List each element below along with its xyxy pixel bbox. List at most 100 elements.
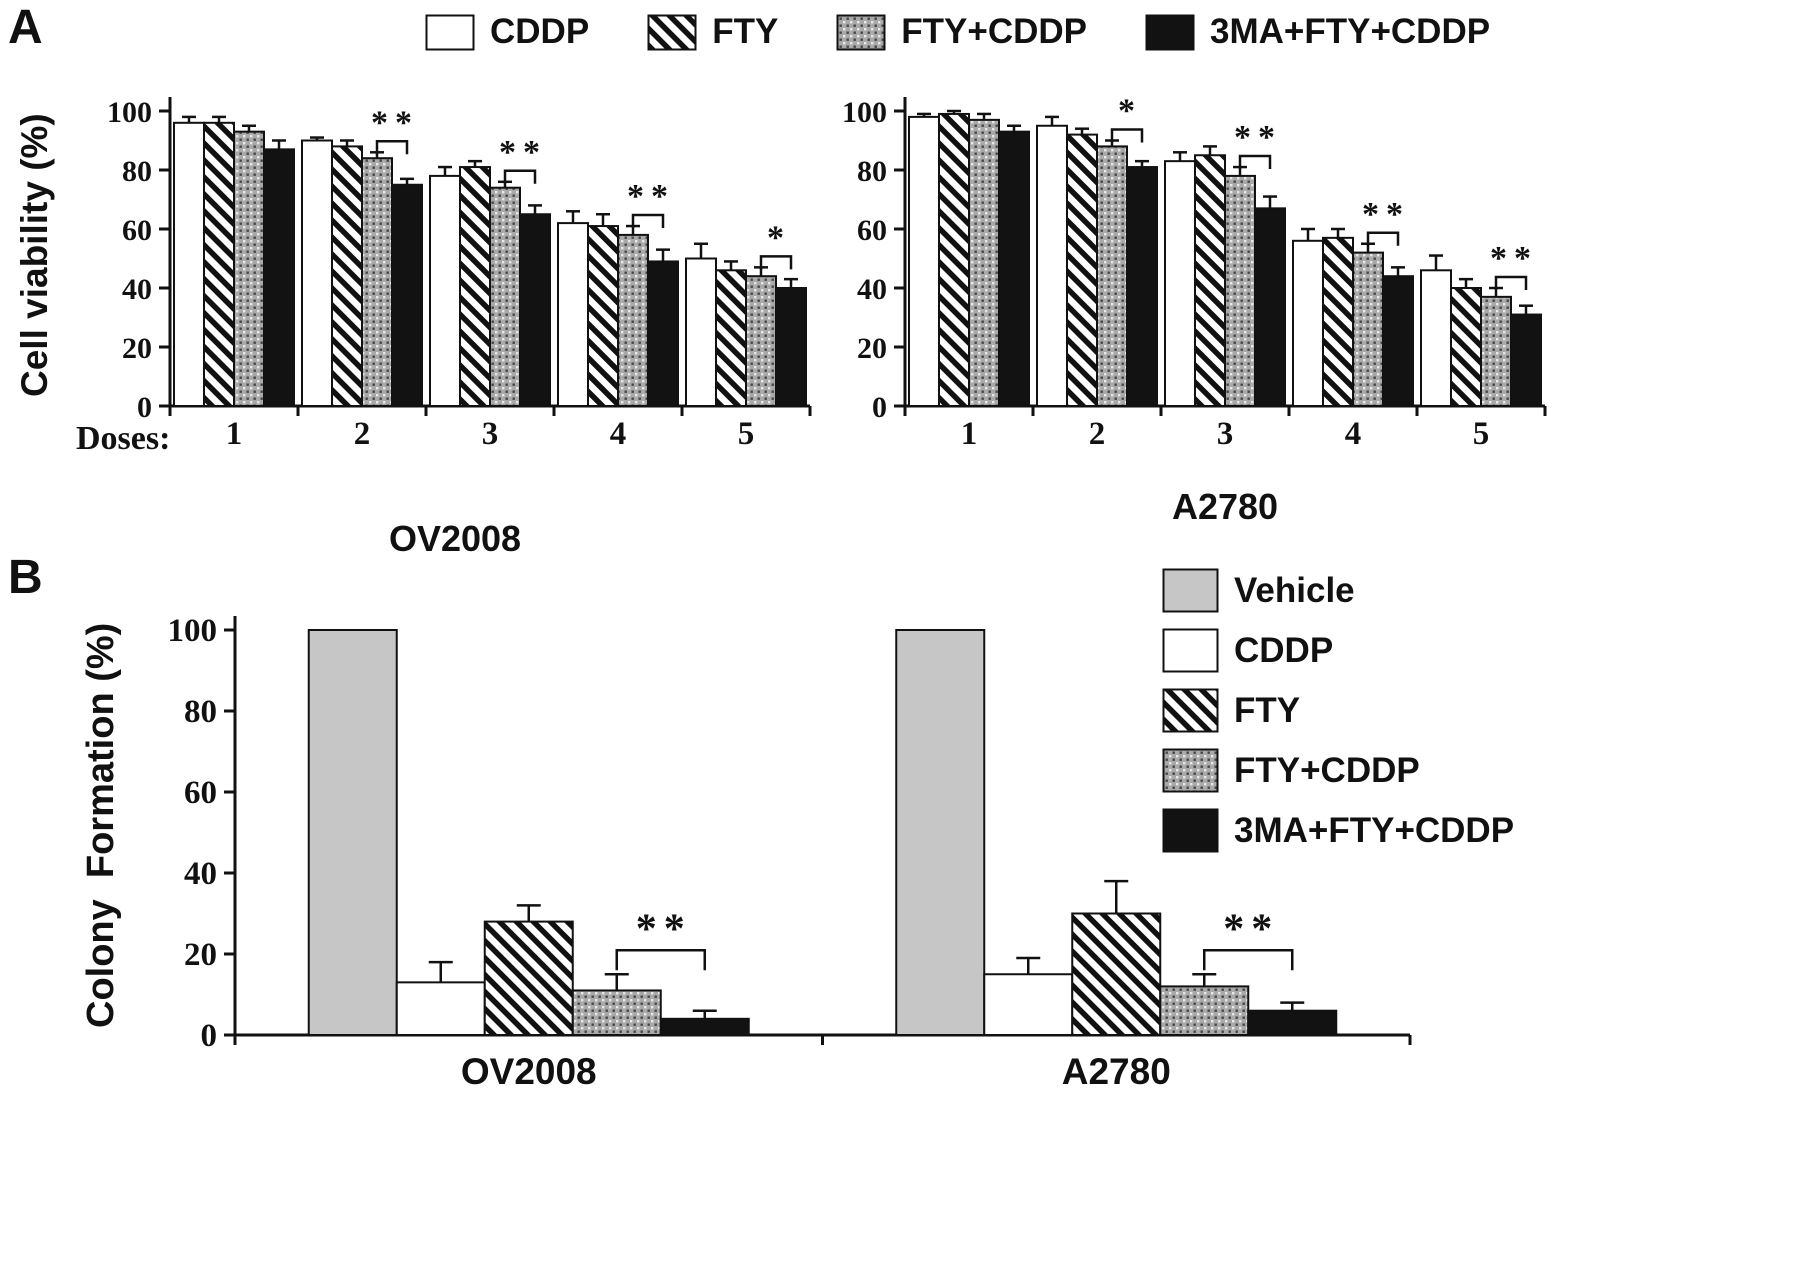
y-tick-label: 40: [857, 273, 887, 306]
bar-fty-a2780: [1071, 912, 1162, 1036]
bar-fty-cddp-4: [1352, 251, 1384, 407]
stripes-swatch-icon: [1162, 688, 1219, 733]
bar-cddp-3: [1164, 160, 1196, 408]
x-category-label: 4: [1345, 416, 1362, 452]
bar-3ma-fty-cddp-4: [1382, 275, 1414, 407]
bar-3ma-fty-cddp-2: [1126, 166, 1158, 407]
legend-label: CDDP: [490, 12, 590, 51]
bar-fty-cddp-4: [617, 233, 649, 407]
significance-bracket: [1366, 231, 1400, 246]
legend-label: FTY+CDDP: [901, 12, 1088, 51]
y-tick-label: 100: [842, 96, 887, 129]
x-category-label: 5: [738, 416, 755, 452]
significance-bracket: [615, 949, 706, 971]
bar-3ma-fty-cddp-5: [775, 287, 807, 407]
bar-cddp-ov2008: [395, 981, 486, 1037]
legend-item-fty-cddp: FTY+CDDP: [836, 12, 1087, 52]
dots-swatch-icon: [1162, 748, 1219, 793]
bar-fty-2: [331, 145, 363, 408]
bar-cddp-1: [908, 115, 940, 408]
bar-fty-cddp-ov2008: [571, 989, 662, 1037]
legend-item-3ma-fty-cddp: 3MA+FTY+CDDP: [1145, 12, 1490, 52]
legend-label: CDDP: [1234, 630, 1334, 670]
bar-vehicle-ov2008: [307, 629, 398, 1036]
legend-item-cddp: CDDP: [1162, 628, 1514, 673]
x-category-label: 2: [1089, 416, 1106, 452]
legend-item-3ma-fty-cddp: 3MA+FTY+CDDP: [1162, 808, 1514, 853]
panel-b-y-axis-title: Colony Formation (%): [80, 622, 122, 1028]
significance-bracket: [375, 140, 409, 155]
bar-cddp-4: [557, 222, 589, 407]
bar-cddp-a2780: [983, 973, 1074, 1036]
bar-fty-cddp-a2780: [1159, 985, 1250, 1036]
white-swatch-icon: [425, 14, 475, 50]
x-category-label: 1: [961, 416, 978, 452]
significance-bracket: [1238, 154, 1272, 170]
chart-title-a2780: A2780: [1171, 486, 1279, 527]
panel-a-y-axis-title: Cell viability (%): [14, 113, 55, 397]
bar-fty-cddp-3: [1224, 174, 1256, 408]
bar-fty-1: [203, 121, 235, 408]
legend-item-vehicle: Vehicle: [1162, 568, 1514, 613]
y-tick-label: 60: [857, 214, 887, 247]
significance-label: **: [1223, 906, 1279, 952]
x-category-label: 5: [1473, 416, 1490, 452]
y-tick-label: 100: [107, 96, 152, 129]
bar-fty-4: [1322, 236, 1354, 407]
bar-fty-5: [715, 269, 747, 407]
significance-label: **: [499, 134, 547, 171]
dots-swatch-icon: [836, 14, 886, 50]
legend-label: 3MA+FTY+CDDP: [1234, 810, 1515, 850]
bar-cddp-2: [1036, 124, 1068, 407]
y-tick-label: 0: [137, 391, 152, 424]
significance-bracket: [503, 169, 537, 184]
white-swatch-icon: [1162, 628, 1219, 673]
significance-bracket: [1110, 128, 1144, 143]
black-swatch-icon: [1162, 808, 1219, 853]
significance-bracket: [1203, 949, 1294, 971]
bar-fty-cddp-2: [1096, 145, 1128, 408]
y-tick-label: 60: [184, 775, 217, 811]
y-tick-label: 20: [857, 332, 887, 365]
x-category-label: OV2008: [461, 1051, 597, 1092]
significance-label: **: [627, 178, 675, 215]
legend-label: 3MA+FTY+CDDP: [1210, 12, 1491, 51]
bar-fty-cddp-1: [233, 130, 265, 408]
panel-a-label: A: [8, 1, 43, 54]
panel-b-label: B: [8, 551, 43, 604]
significance-label: **: [1490, 240, 1538, 277]
y-tick-label: 60: [122, 214, 152, 247]
bar-fty-1: [938, 112, 970, 407]
x-category-label: 2: [354, 416, 371, 452]
bar-3ma-fty-cddp-1: [263, 148, 295, 407]
bar-fty-cddp-5: [745, 275, 777, 407]
bar-fty-cddp-2: [361, 157, 393, 407]
x-category-label: 4: [610, 416, 627, 452]
significance-label: **: [1234, 119, 1282, 156]
significance-label: **: [636, 906, 692, 952]
bar-cddp-5: [685, 257, 717, 407]
significance-bracket: [759, 255, 793, 270]
y-tick-label: 0: [872, 391, 887, 424]
chart-colony-formation: 0 20 40 60 80 100 OV2008 A2780 ** **: [168, 613, 1412, 1092]
y-tick-label: 40: [184, 856, 217, 892]
y-tick-label: 80: [857, 155, 887, 188]
bar-cddp-4: [1292, 239, 1324, 407]
bar-fty-3: [459, 166, 491, 407]
y-tick-label: 20: [122, 332, 152, 365]
legend-label: FTY: [712, 12, 779, 51]
x-category-label: 1: [226, 416, 243, 452]
significance-label: *: [1118, 93, 1142, 130]
x-category-label: A2780: [1062, 1051, 1171, 1092]
panel-b-legend: Vehicle CDDP FTY FTY+CDDP 3MA+FTY+CDDP: [1162, 568, 1514, 853]
bar-3ma-fty-cddp-1: [998, 130, 1030, 408]
bar-3ma-fty-cddp-3: [1254, 207, 1286, 407]
bar-fty-4: [587, 225, 619, 407]
legend-item-fty: FTY: [1162, 688, 1514, 733]
bar-vehicle-a2780: [895, 629, 986, 1036]
legend-label: Vehicle: [1234, 570, 1355, 610]
bar-fty-cddp-5: [1480, 295, 1512, 408]
significance-bracket: [1494, 275, 1528, 290]
bar-3ma-fty-cddp-3: [519, 213, 551, 407]
